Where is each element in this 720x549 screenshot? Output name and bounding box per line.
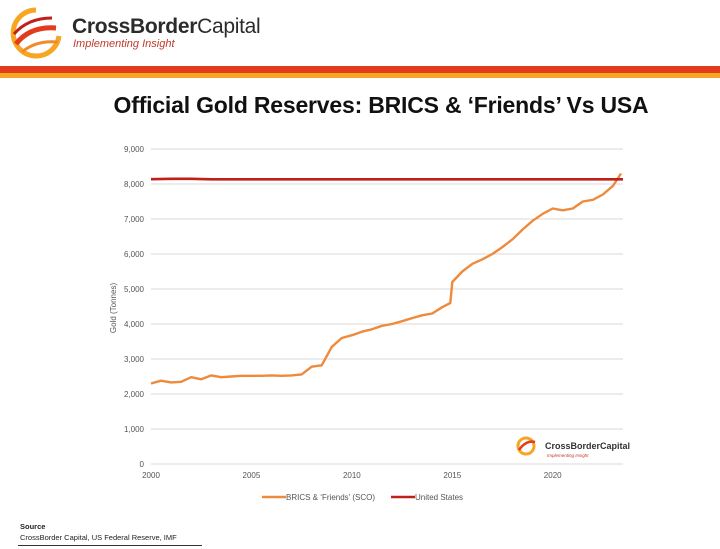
footer-divider bbox=[18, 545, 202, 546]
y-tick-label: 7,000 bbox=[124, 215, 145, 224]
watermark-tagline: Implementing Insight bbox=[547, 453, 589, 458]
y-tick-label: 2,000 bbox=[124, 390, 145, 399]
header-rule-orange bbox=[0, 73, 720, 78]
chart-watermark: CrossBorderCapital Implementing Insight bbox=[516, 436, 630, 458]
y-axis-ticks: 0 1,000 2,000 3,000 4,000 5,000 6,000 7,000 8,00… bbox=[124, 145, 145, 469]
x-tick-label: 2020 bbox=[544, 471, 562, 480]
series-line-united-states bbox=[150, 177, 623, 181]
page-title: Official Gold Reserves: BRICS & ‘Friends… bbox=[113, 92, 649, 118]
y-tick-label: 1,000 bbox=[124, 425, 145, 434]
y-tick-label: 0 bbox=[140, 460, 145, 469]
y-tick-label: 5,000 bbox=[124, 285, 145, 294]
legend-label: United States bbox=[415, 493, 463, 502]
source-label: Source bbox=[20, 522, 46, 531]
brand-tagline: Implementing Insight bbox=[73, 38, 175, 50]
x-axis-ticks: 2000 2005 2010 2015 2020 bbox=[142, 471, 562, 480]
x-tick-label: 2000 bbox=[142, 471, 160, 480]
x-tick-label: 2005 bbox=[243, 471, 261, 480]
header: CrossBorderCapital Implementing Insight bbox=[0, 0, 720, 66]
y-tick-label: 4,000 bbox=[124, 320, 145, 329]
watermark-brand: CrossBorderCapital bbox=[545, 441, 630, 451]
source-text: CrossBorder Capital, US Federal Reserve,… bbox=[20, 533, 177, 542]
legend-label: BRICS & ‘Friends’ (SCO) bbox=[286, 493, 375, 502]
y-tick-label: 8,000 bbox=[124, 180, 145, 189]
brand-name: CrossBorderCapital bbox=[72, 15, 261, 39]
crossborder-logo-icon bbox=[10, 7, 62, 59]
header-rule-red bbox=[0, 66, 720, 73]
chart-legend: BRICS & ‘Friends’ (SCO) United States bbox=[262, 493, 463, 502]
y-tick-label: 9,000 bbox=[124, 145, 145, 154]
series-line-brics-friends bbox=[150, 172, 623, 385]
brand-bold: CrossBorder bbox=[72, 15, 198, 38]
chart-series bbox=[150, 172, 623, 385]
y-tick-label: 3,000 bbox=[124, 355, 145, 364]
watermark-logo-icon bbox=[516, 436, 536, 456]
gold-reserves-chart: 0 1,000 2,000 3,000 4,000 5,000 6,000 7,000 8,00… bbox=[109, 145, 630, 502]
chart-grid bbox=[151, 148, 623, 465]
y-tick-label: 6,000 bbox=[124, 250, 145, 259]
brand-light: Capital bbox=[197, 15, 261, 38]
y-axis-label: Gold (Tonnes) bbox=[109, 283, 118, 334]
x-tick-label: 2010 bbox=[343, 471, 361, 480]
x-tick-label: 2015 bbox=[443, 471, 461, 480]
